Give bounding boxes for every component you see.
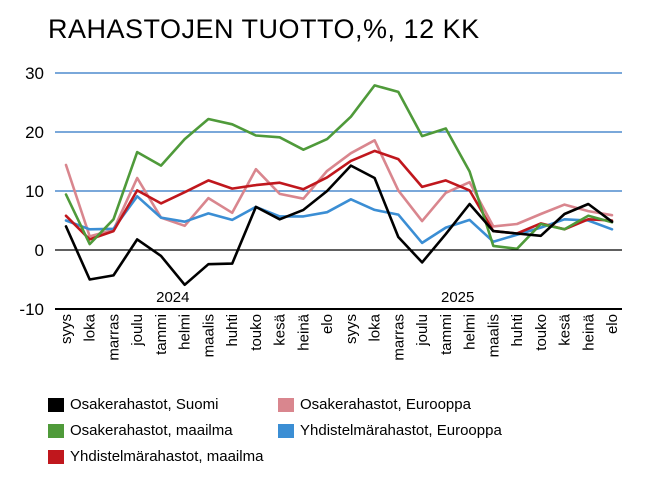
x-tick-label: maalis: [485, 314, 502, 357]
legend-label: Osakerahastot, Eurooppa: [300, 396, 471, 413]
legend-swatch: [48, 397, 64, 412]
x-tick-label: loka: [367, 313, 384, 341]
x-tick-label: maalis: [200, 314, 217, 357]
legend-item: Osakerahastot, Eurooppa: [278, 396, 471, 413]
x-axis-ticks: syys loka marras joulu tammi helmi maalis huhti…: [58, 313, 621, 360]
legend-item: Osakerahastot, Suomi: [48, 396, 218, 413]
legend-label: Osakerahastot, Suomi: [70, 396, 219, 413]
x-tick-label: kesä: [557, 313, 574, 345]
legend-item: Osakerahastot, maailma: [48, 422, 233, 439]
legend-item: Yhdistelmärahastot, maailma: [48, 448, 263, 465]
legend-swatch: [278, 423, 294, 438]
x-tick-label: elo: [604, 314, 621, 334]
x-tick-label: marras: [390, 314, 407, 361]
x-tick-label: tammi: [153, 314, 170, 355]
legend-label: Osakerahastot, maailma: [70, 422, 233, 439]
x-tick-label: huhti: [509, 314, 526, 347]
x-tick-label: huhti: [224, 314, 241, 347]
legend-label: Yhdistelmärahastot, maailma: [70, 448, 264, 465]
chart-title: RAHASTOJEN TUOTTO,%, 12 KK: [48, 14, 480, 44]
series-lines: [64, 84, 614, 287]
series-line-0: [64, 164, 614, 287]
x-tick-label: joulu: [129, 314, 146, 347]
series-line-2: [64, 149, 614, 241]
y-tick-label: 0: [35, 241, 44, 260]
year-label: 2024: [156, 289, 189, 306]
x-tick-label: helmi: [462, 314, 479, 350]
y-tick-label: 10: [25, 182, 44, 201]
legend-swatch: [48, 449, 64, 464]
y-axis-ticks: 30 20 10 0 -10: [19, 64, 44, 319]
legend-swatch: [48, 423, 64, 438]
y-tick-label: 20: [25, 123, 44, 142]
legend-item: Yhdistelmärahastot, Eurooppa: [278, 422, 502, 439]
series-line-3: [64, 139, 614, 238]
x-tick-label: touko: [533, 314, 550, 351]
legend-swatch: [278, 397, 294, 412]
series-line-1: [64, 84, 614, 251]
x-tick-label: tammi: [438, 314, 455, 355]
x-tick-label: helmi: [177, 314, 194, 350]
x-tick-label: heinä: [580, 313, 597, 350]
x-axis: 2024 2025: [55, 249, 622, 310]
legend-label: Yhdistelmärahastot, Eurooppa: [300, 422, 502, 439]
x-tick-label: syys: [343, 314, 360, 344]
y-tick-label: -10: [19, 300, 44, 319]
year-label: 2025: [441, 289, 474, 306]
x-tick-label: syys: [58, 314, 75, 344]
x-tick-label: joulu: [414, 314, 431, 347]
x-tick-label: elo: [319, 314, 336, 334]
x-tick-label: loka: [82, 313, 99, 341]
x-tick-label: heinä: [295, 313, 312, 350]
x-tick-label: touko: [248, 314, 265, 351]
x-tick-label: marras: [105, 314, 122, 361]
y-tick-label: 30: [25, 64, 44, 83]
x-tick-label: kesä: [272, 313, 289, 345]
